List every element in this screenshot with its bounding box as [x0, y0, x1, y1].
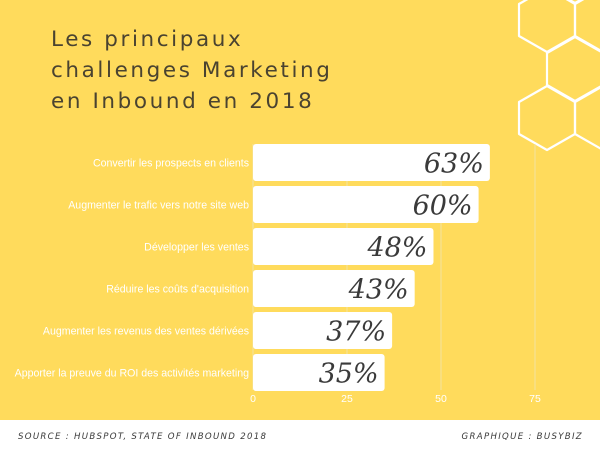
title-line-3: en Inbound en 2018 [51, 89, 315, 114]
value-label: 60% [413, 191, 473, 222]
value-label: 37% [326, 317, 386, 348]
value-label: 48% [366, 233, 427, 264]
chart-title: Les principaux challenges Marketing en I… [51, 24, 381, 117]
category-label: Convertir les prospects en clients [93, 158, 249, 170]
x-tick-label: 25 [341, 393, 353, 405]
title-line-2: challenges Marketing [51, 58, 333, 83]
category-label: Développer les ventes [144, 242, 249, 254]
bar-chart: Convertir les prospects en clients 63% Aug… [15, 144, 541, 405]
footer: SOURCE : HUBSPOT, STATE OF INBOUND 2018 … [0, 420, 600, 450]
bar [253, 186, 479, 223]
value-label: 43% [348, 275, 409, 306]
category-label: Réduire les coûts d'acquisition [106, 284, 249, 296]
title-line-1: Les principaux [51, 27, 244, 52]
bar [253, 144, 490, 181]
x-tick-label: 50 [435, 393, 447, 405]
bar [253, 312, 393, 349]
credit-text: GRAPHIQUE : BUSYBIZ [461, 432, 583, 442]
category-label: Apporter la preuve du ROI des activités … [15, 368, 249, 380]
x-tick-label: 0 [250, 393, 256, 405]
bar [253, 354, 385, 391]
category-label: Augmenter le trafic vers notre site web [68, 200, 249, 212]
category-label: Augmenter les revenus des ventes dérivée… [43, 326, 249, 338]
x-tick-label: 75 [529, 393, 541, 405]
bar [253, 228, 434, 265]
value-label: 35% [319, 359, 379, 390]
value-label: 63% [424, 149, 484, 180]
source-text: SOURCE : HUBSPOT, STATE OF INBOUND 2018 [18, 432, 268, 442]
bar [253, 270, 415, 307]
